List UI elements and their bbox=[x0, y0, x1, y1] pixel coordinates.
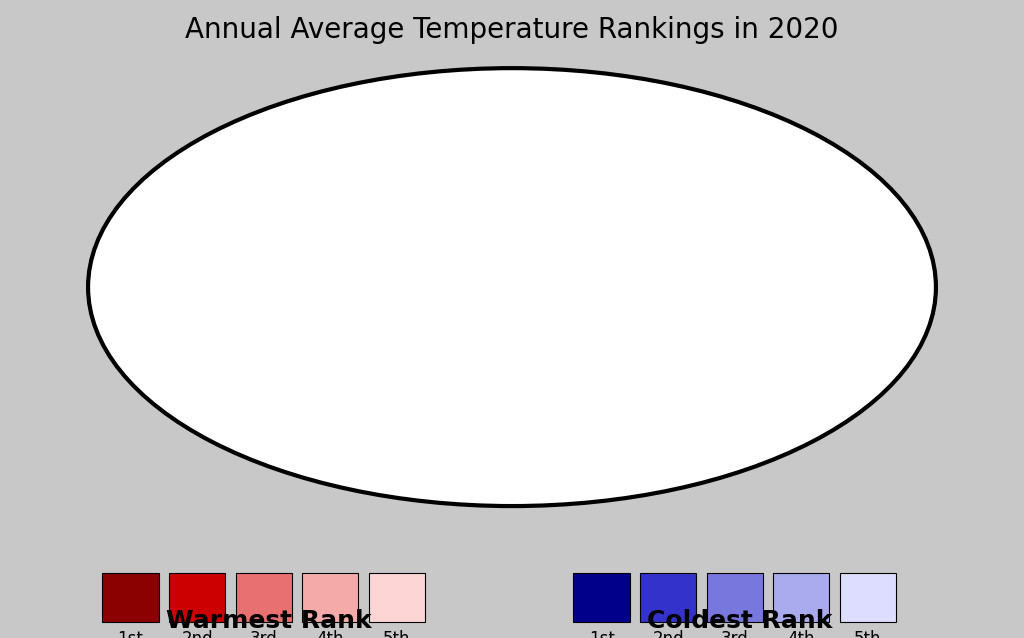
Text: 3rd: 3rd bbox=[250, 630, 278, 638]
Text: 1st: 1st bbox=[118, 630, 143, 638]
Text: 4th: 4th bbox=[316, 630, 344, 638]
Text: 5th: 5th bbox=[854, 630, 882, 638]
Text: Annual Average Temperature Rankings in 2020: Annual Average Temperature Rankings in 2… bbox=[185, 16, 839, 44]
Text: 3rd: 3rd bbox=[721, 630, 749, 638]
Ellipse shape bbox=[88, 68, 936, 506]
FancyBboxPatch shape bbox=[840, 573, 896, 621]
FancyBboxPatch shape bbox=[169, 573, 225, 621]
Text: Warmest Rank: Warmest Rank bbox=[166, 609, 372, 633]
FancyBboxPatch shape bbox=[707, 573, 763, 621]
Text: 1st: 1st bbox=[589, 630, 614, 638]
Text: 4th: 4th bbox=[787, 630, 815, 638]
Text: 2nd: 2nd bbox=[652, 630, 684, 638]
FancyBboxPatch shape bbox=[369, 573, 425, 621]
FancyBboxPatch shape bbox=[573, 573, 630, 621]
FancyBboxPatch shape bbox=[773, 573, 829, 621]
Text: 2nd: 2nd bbox=[181, 630, 213, 638]
FancyBboxPatch shape bbox=[640, 573, 696, 621]
Text: Coldest Rank: Coldest Rank bbox=[647, 609, 833, 633]
Text: 5th: 5th bbox=[383, 630, 411, 638]
FancyBboxPatch shape bbox=[102, 573, 159, 621]
FancyBboxPatch shape bbox=[302, 573, 358, 621]
FancyBboxPatch shape bbox=[236, 573, 292, 621]
